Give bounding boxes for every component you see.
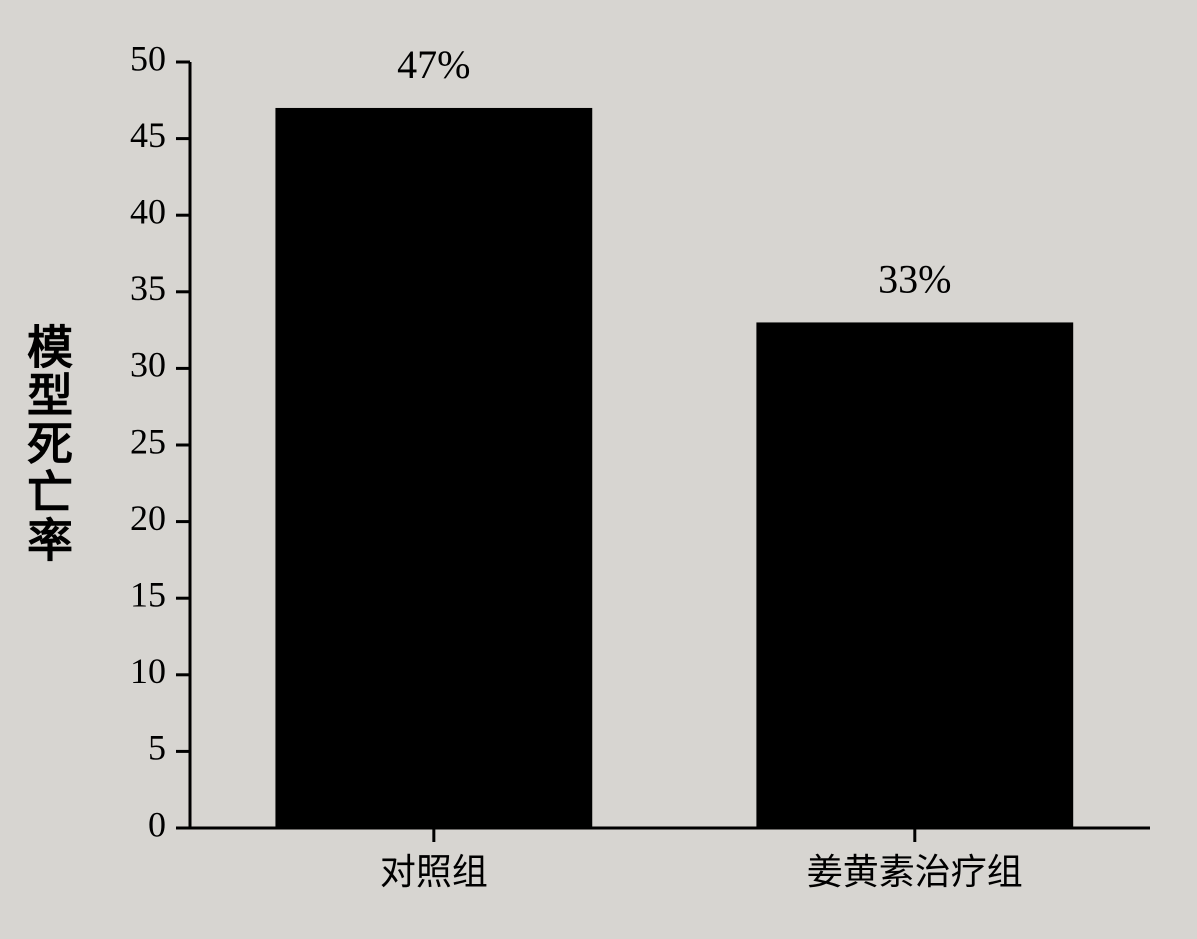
svg-text:型: 型 — [27, 370, 73, 422]
y-tick-label: 10 — [130, 651, 166, 691]
y-axis-label: 模型死亡率 — [27, 321, 73, 566]
bar-value-label: 33% — [878, 256, 951, 301]
y-tick-label: 50 — [130, 38, 166, 78]
svg-text:率: 率 — [27, 515, 73, 567]
y-tick-label: 0 — [148, 804, 166, 844]
y-tick-label: 30 — [130, 345, 166, 385]
bar-chart: 0 5 10 15 20 25 30 35 40 45 50 模型死亡率对照组 47% 姜黄素治疗组 33% — [0, 0, 1197, 939]
x-tick-label: 姜黄素治疗组 — [807, 852, 1023, 892]
y-tick-label: 15 — [130, 574, 166, 614]
y-tick-label: 35 — [130, 268, 166, 308]
y-tick-label: 5 — [148, 728, 166, 768]
bar — [275, 108, 592, 828]
y-tick-label: 25 — [130, 421, 166, 461]
y-tick-label: 40 — [130, 191, 166, 231]
svg-text:死: 死 — [27, 418, 73, 470]
y-tick-label: 20 — [130, 498, 166, 538]
bar-value-label: 47% — [397, 42, 470, 87]
svg-text:亡: 亡 — [27, 466, 73, 518]
bar — [756, 322, 1073, 828]
x-tick-label: 对照组 — [380, 852, 488, 892]
y-tick-label: 45 — [130, 115, 166, 155]
svg-text:模: 模 — [27, 321, 73, 373]
